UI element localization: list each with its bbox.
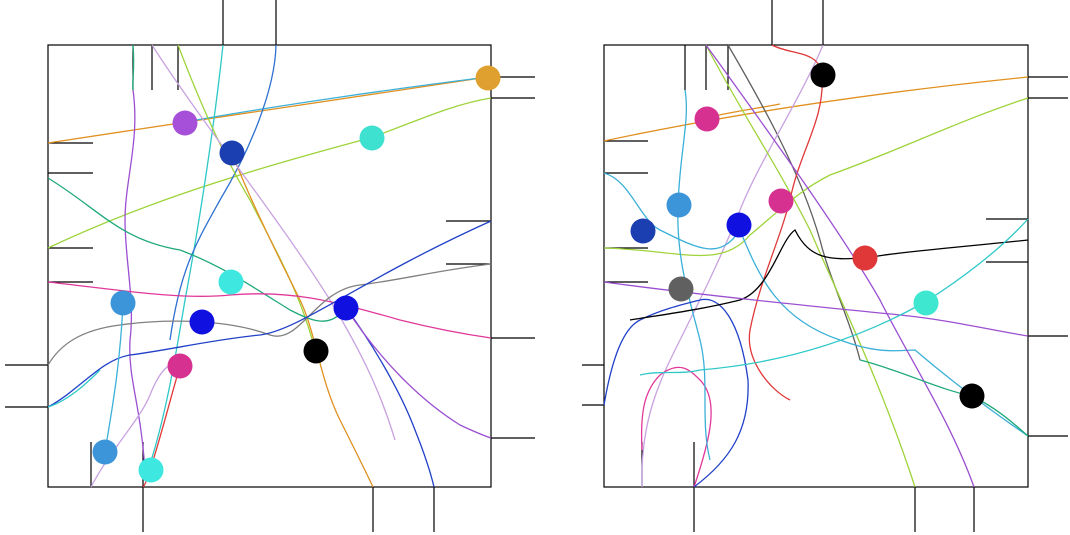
left-wires xyxy=(47,44,492,488)
wire xyxy=(90,363,181,488)
left-nodes xyxy=(92,65,501,483)
wire xyxy=(132,44,135,91)
node xyxy=(810,62,836,88)
node xyxy=(852,245,878,271)
node xyxy=(172,110,198,136)
node xyxy=(668,276,694,302)
wire xyxy=(705,44,916,488)
wire xyxy=(147,44,224,471)
node xyxy=(218,269,244,295)
wire xyxy=(184,76,489,123)
wire xyxy=(705,44,975,488)
wire xyxy=(727,44,861,361)
wire xyxy=(47,177,346,322)
wire xyxy=(641,44,824,488)
wire xyxy=(47,369,101,408)
wire xyxy=(640,366,712,488)
node xyxy=(475,65,501,91)
wire xyxy=(47,97,492,249)
wire xyxy=(47,76,489,144)
node xyxy=(333,295,359,321)
right-terminal-pins xyxy=(582,0,1068,532)
left-terminal-pins xyxy=(5,0,535,532)
wire xyxy=(677,89,711,461)
node xyxy=(219,140,245,166)
wire xyxy=(345,307,492,439)
node xyxy=(630,218,656,244)
right-nodes xyxy=(630,62,985,409)
right-layout-panel xyxy=(582,0,1068,532)
wire xyxy=(345,307,435,488)
wire xyxy=(47,281,492,339)
wire xyxy=(639,218,1029,376)
wire xyxy=(748,44,823,401)
node xyxy=(913,290,939,316)
wire xyxy=(603,76,1029,142)
node xyxy=(167,353,193,379)
wire xyxy=(603,298,749,488)
node xyxy=(768,188,794,214)
wire xyxy=(124,89,146,471)
wire xyxy=(603,97,1029,257)
wire xyxy=(151,44,396,441)
node xyxy=(110,290,136,316)
right-wires xyxy=(603,44,1029,488)
right-layout-frame xyxy=(603,44,1029,488)
wire xyxy=(859,359,1029,437)
node xyxy=(303,338,329,364)
wire xyxy=(47,220,492,408)
left-layout-panel xyxy=(5,0,535,532)
wire xyxy=(169,44,277,341)
node xyxy=(726,212,752,238)
node xyxy=(92,439,118,465)
wire xyxy=(629,229,1029,321)
wire xyxy=(177,44,316,351)
node xyxy=(959,383,985,409)
node xyxy=(189,309,215,335)
wire xyxy=(231,152,374,488)
node xyxy=(694,106,720,132)
wire xyxy=(47,263,492,366)
node xyxy=(138,457,164,483)
wire xyxy=(603,172,1029,437)
left-layout-frame xyxy=(47,44,492,488)
node xyxy=(359,125,385,151)
node xyxy=(666,192,692,218)
